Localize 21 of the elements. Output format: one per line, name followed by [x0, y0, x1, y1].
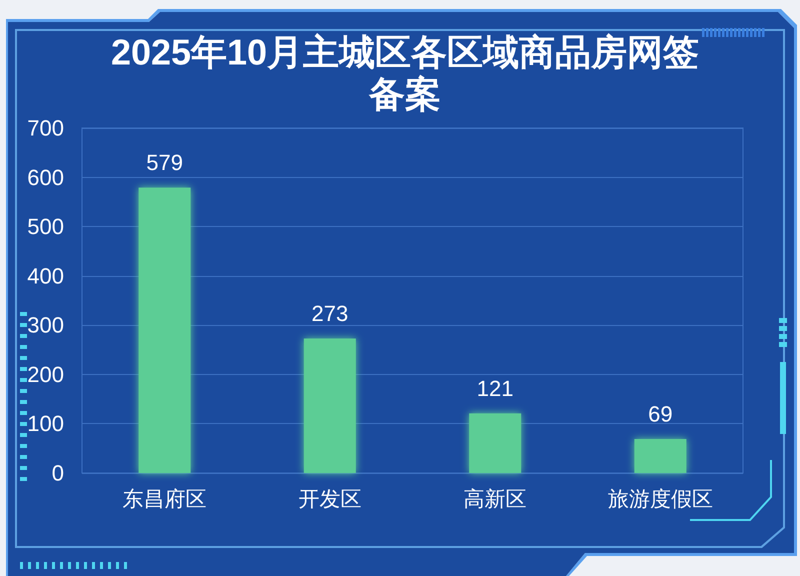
y-tick-label: 300: [27, 312, 64, 338]
bar: [469, 413, 522, 473]
data-label: 121: [476, 376, 514, 401]
data-label: 273: [312, 300, 348, 326]
chart-title: 2025年10月主城区各区域商品房网签备案: [110, 32, 700, 114]
bar: [138, 188, 191, 473]
data-label: 69: [648, 401, 673, 426]
bar: [304, 338, 356, 473]
y-tick-label: 200: [27, 362, 64, 387]
y-tick-label: 700: [27, 116, 64, 140]
bar: [634, 438, 686, 473]
y-tick-label: 400: [27, 263, 64, 288]
x-tick-label: 高新区: [464, 488, 527, 511]
y-tick-label: 0: [52, 460, 64, 486]
y-tick-label: 500: [27, 214, 64, 240]
x-tick-label: 开发区: [298, 488, 362, 511]
x-tick-label: 旅游度假区: [608, 488, 713, 511]
x-tick-label: 东昌府区: [122, 488, 207, 511]
y-tick-label: 600: [27, 164, 64, 190]
y-tick-label: 100: [27, 411, 64, 436]
data-label: 579: [146, 150, 183, 176]
